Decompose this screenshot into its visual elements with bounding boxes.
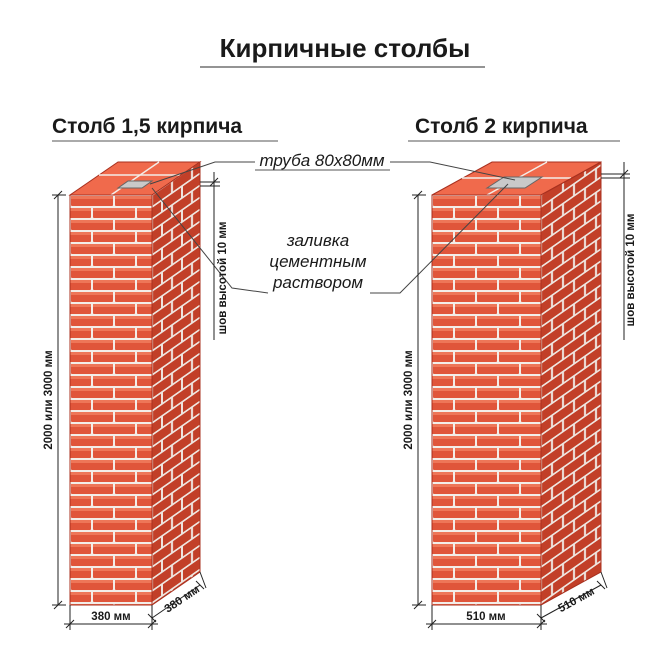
pillar-1-width-dimension: 380 мм	[64, 605, 158, 630]
pillar-1-side	[151, 161, 201, 606]
pillar-2-label: Столб 2 кирпича	[415, 115, 588, 138]
pillar-1-seam-label: шов высотой 10 мм	[217, 222, 229, 335]
fill-note-line-1: заливка	[286, 231, 349, 250]
pipe-leader-left	[149, 161, 255, 185]
pillar-1-height-dimension: 2000 или 3000 мм	[43, 190, 66, 610]
pillar-1-seam-dimension: шов высотой 10 мм	[200, 172, 229, 340]
pipe-note: труба 80х80мм	[259, 151, 384, 170]
fill-note-line-2: цементным	[269, 252, 366, 271]
pillar-1	[68, 161, 202, 606]
pillar-1-pipe	[116, 180, 154, 189]
pillar-1-width-label: 380 мм	[91, 611, 130, 623]
pillar-1-height-label: 2000 или 3000 мм	[43, 350, 55, 449]
pillar-1-front	[69, 194, 153, 606]
pipe-leader-right	[390, 161, 516, 181]
pillar-2-side	[540, 161, 602, 606]
pillar-1-label: Столб 1,5 кирпича	[52, 115, 242, 138]
pillar-2-seam-dimension: шов высотой 10 мм	[601, 162, 637, 340]
pillar-2-seam-label: шов высотой 10 мм	[625, 214, 637, 327]
pillar-2-width-label: 510 мм	[466, 611, 505, 623]
fill-leader-right	[370, 183, 509, 294]
pillar-2	[431, 161, 602, 606]
pillar-2-front	[431, 194, 542, 606]
fill-note-line-3: раствором	[272, 273, 363, 292]
pillar-2-height-dimension: 2000 или 3000 мм	[403, 190, 426, 610]
pillar-2-height-label: 2000 или 3000 мм	[403, 350, 415, 449]
diagram-title: Кирпичные столбы	[220, 33, 471, 63]
pillar-2-pipe	[485, 176, 544, 189]
fill-leader-left	[151, 187, 269, 294]
pillar-2-width-dimension: 510 мм	[426, 605, 547, 630]
